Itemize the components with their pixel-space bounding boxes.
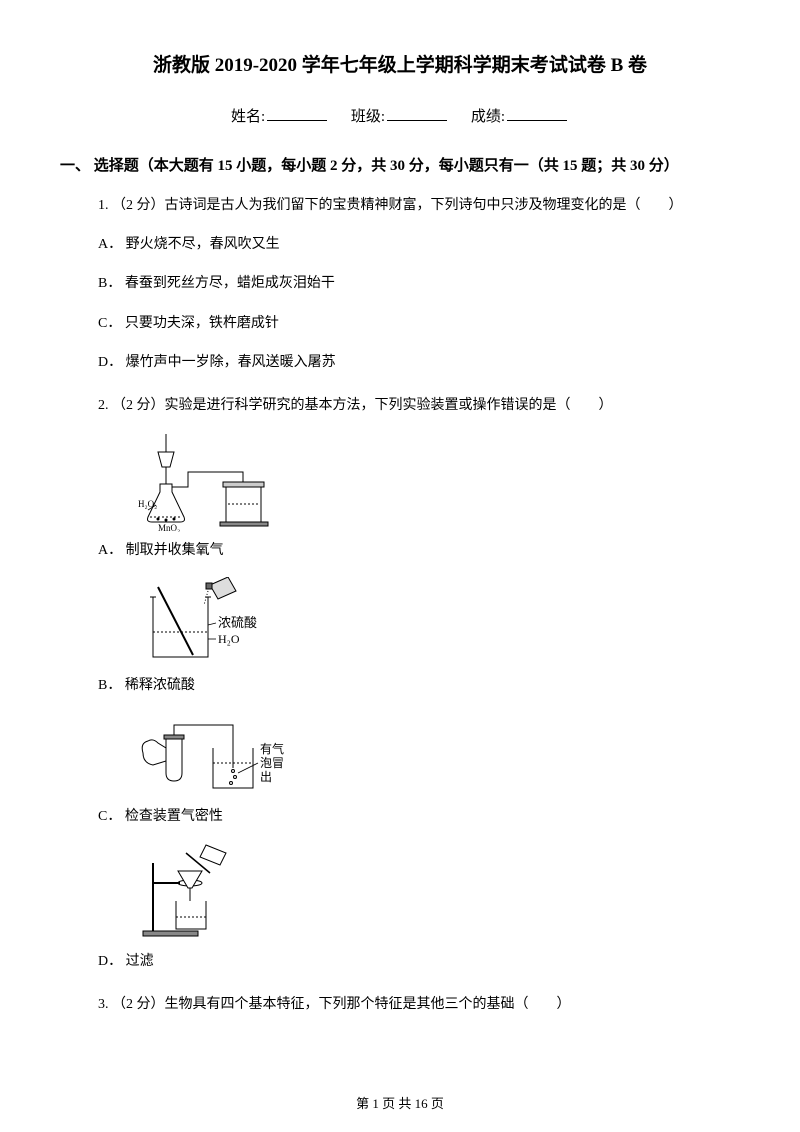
q2-option-b: B． 稀释浓硫酸 — [98, 673, 740, 698]
bubble-label-3: 出 — [260, 770, 272, 784]
q1-option-c: C． 只要功夫深，铁杵磨成针 — [98, 311, 740, 336]
page-footer: 第 1 页 共 16 页 — [0, 1093, 800, 1112]
q2-diagram-a: H₂O₂ MnO₂ — [138, 432, 740, 532]
h2o2-label: H₂O₂ — [138, 499, 157, 509]
name-blank[interactable] — [267, 120, 327, 121]
bubble-label-1: 有气 — [260, 741, 284, 756]
q2-option-c: C． 检查装置气密性 — [98, 804, 740, 829]
question-1-text: 1. （2 分）古诗词是古人为我们留下的宝贵精神财富，下列诗句中只涉及物理变化的… — [98, 193, 740, 218]
q1-option-b: B． 春蚕到死丝方尽，蜡炬成灰泪始干 — [98, 271, 740, 296]
q2-option-d: D． 过滤 — [98, 949, 740, 974]
q2-diagram-d — [138, 843, 740, 943]
exam-title: 浙教版 2019-2020 学年七年级上学期科学期末考试试卷 B 卷 — [60, 50, 740, 77]
name-label: 姓名: — [231, 109, 265, 125]
h2so4-label: 浓硫酸 — [218, 615, 257, 630]
student-info-line: 姓名: 班级: 成绩: — [60, 105, 740, 126]
q1-option-a: A． 野火烧不尽，春风吹又生 — [98, 232, 740, 257]
q2-diagram-b: 浓硫酸 H₂O — [138, 577, 740, 667]
question-3: 3. （2 分）生物具有四个基本特征，下列那个特征是其他三个的基础（ ） — [98, 992, 740, 1017]
q2-diagram-c: 有气 泡冒 出 — [138, 713, 740, 798]
question-3-text: 3. （2 分）生物具有四个基本特征，下列那个特征是其他三个的基础（ ） — [98, 992, 740, 1017]
section-header: 一、 选择题（本大题有 15 小题，每小题 2 分，共 30 分，每小题只有一（… — [60, 154, 740, 175]
score-label: 成绩: — [471, 109, 505, 125]
class-label: 班级: — [351, 109, 385, 125]
score-blank[interactable] — [507, 120, 567, 121]
bubble-label-2: 泡冒 — [260, 756, 284, 770]
question-2: 2. （2 分）实验是进行科学研究的基本方法，下列实验装置或操作错误的是（ ） — [98, 393, 740, 974]
question-2-text: 2. （2 分）实验是进行科学研究的基本方法，下列实验装置或操作错误的是（ ） — [98, 393, 740, 418]
q1-option-d: D． 爆竹声中一岁除，春风送暖入屠苏 — [98, 350, 740, 375]
question-1: 1. （2 分）古诗词是古人为我们留下的宝贵精神财富，下列诗句中只涉及物理变化的… — [98, 193, 740, 375]
q2-option-a: A． 制取并收集氧气 — [98, 538, 740, 563]
class-blank[interactable] — [387, 120, 447, 121]
mno2-label: MnO₂ — [158, 523, 180, 532]
h2o-label: H₂O — [218, 632, 240, 646]
